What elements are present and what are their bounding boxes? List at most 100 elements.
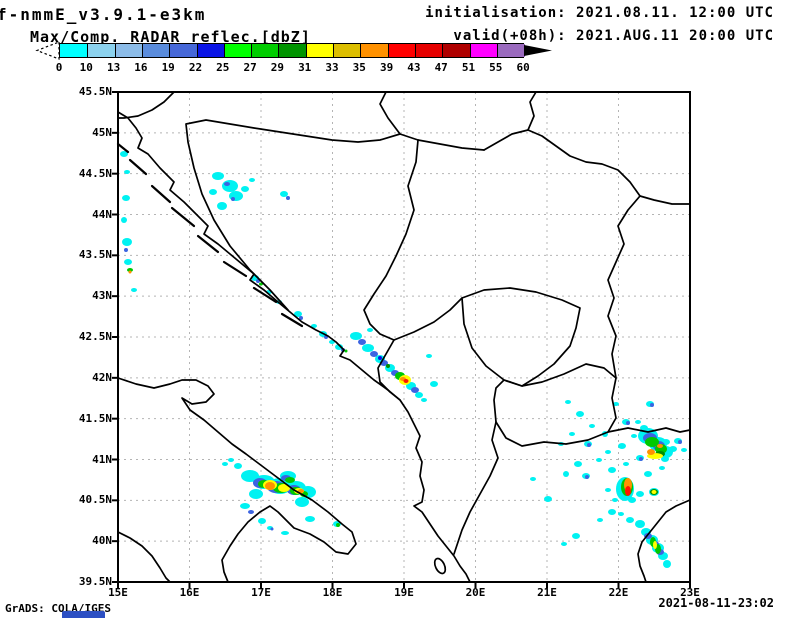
page-title-model: f-nmmE_v3.9.1-e3km bbox=[0, 5, 207, 24]
colorbar-segment bbox=[114, 44, 143, 57]
echo-blob-blue bbox=[650, 403, 654, 407]
echo-blob-blue bbox=[270, 527, 274, 531]
echo-blob-cyan bbox=[241, 186, 249, 192]
colorbar-left-arrow-icon bbox=[35, 41, 60, 60]
colorbar-segment bbox=[196, 44, 225, 57]
echo-blob-cyan bbox=[631, 434, 637, 438]
echo-blob-cyan bbox=[636, 491, 644, 497]
lon-axis-label: 20E bbox=[465, 586, 486, 599]
echo-blob-yellow bbox=[278, 484, 290, 492]
echo-blob-cyan bbox=[661, 456, 669, 462]
echo-blob-cyan bbox=[635, 420, 641, 424]
echo-blob-cyan bbox=[258, 518, 266, 524]
island-sliver bbox=[252, 286, 278, 304]
echo-blob-cyan bbox=[574, 461, 582, 467]
colorbar-segment bbox=[360, 44, 389, 57]
colorbar-segment bbox=[141, 44, 171, 57]
echo-blob-cyan bbox=[597, 518, 603, 522]
island-sliver bbox=[128, 158, 148, 176]
island-sliver bbox=[170, 206, 196, 228]
lat-axis-label: 42N bbox=[92, 370, 112, 384]
colorbar-segment bbox=[387, 44, 416, 57]
echo-blob-orange bbox=[657, 444, 663, 448]
lon-axis-label: 15E bbox=[108, 586, 128, 599]
echo-blob-blue bbox=[358, 339, 366, 345]
echo-blob-cyan bbox=[294, 311, 302, 317]
lon-axis-label: 16E bbox=[179, 586, 200, 599]
echo-blob-cyan bbox=[605, 450, 611, 454]
lat-axis-label: 39.5N bbox=[78, 575, 112, 588]
echo-blob-blue bbox=[411, 387, 419, 393]
colorbar-tick-label: 35 bbox=[352, 61, 366, 74]
corfu-island-outline bbox=[433, 557, 447, 575]
map-canvas bbox=[112, 91, 691, 588]
lat-axis-label: 40N bbox=[92, 534, 112, 548]
echo-blob-cyan bbox=[209, 189, 217, 195]
echo-blob-cyan bbox=[311, 324, 317, 328]
echo-blob-cyan bbox=[608, 467, 616, 473]
colorbar-tick-label: 25 bbox=[216, 61, 230, 74]
colorbar-segment bbox=[496, 44, 526, 57]
lat-axis-label: 44N bbox=[92, 207, 112, 221]
echo-blob-cyan bbox=[124, 259, 132, 265]
lat-axis-label: 45.5N bbox=[78, 85, 112, 98]
echo-blob-blue bbox=[124, 248, 128, 252]
echo-blob-cyan bbox=[430, 381, 438, 387]
echo-blob-cyan bbox=[350, 332, 362, 340]
echo-blob-green bbox=[645, 437, 659, 447]
echo-blob-green bbox=[127, 268, 133, 272]
echo-blob-red bbox=[625, 486, 631, 496]
echo-blob-cyan bbox=[618, 443, 626, 449]
colorbar-right-arrow-icon bbox=[524, 45, 552, 56]
radar-echo-layer bbox=[120, 151, 687, 568]
echo-blob-cyan bbox=[663, 560, 671, 568]
echo-blob-blue bbox=[585, 475, 589, 479]
echo-blob-green bbox=[285, 477, 295, 483]
echo-blob-cyan bbox=[217, 202, 227, 210]
echo-blob-cyan bbox=[628, 497, 636, 503]
lat-axis-label: 42.5N bbox=[78, 330, 112, 343]
echo-blob-dblue bbox=[378, 356, 382, 360]
partial-blue-button[interactable] bbox=[62, 611, 105, 618]
echo-blob-cyan bbox=[612, 498, 618, 502]
echo-blob-cyan bbox=[212, 172, 224, 180]
echo-blob-cyan bbox=[305, 516, 315, 522]
echo-blob-green bbox=[259, 282, 263, 286]
coastline-path bbox=[637, 499, 691, 583]
island-sliver bbox=[150, 184, 172, 204]
border-path bbox=[117, 91, 175, 119]
echo-blob-blue bbox=[626, 421, 630, 425]
border-path bbox=[379, 91, 401, 135]
colorbar-tick-label: 10 bbox=[79, 61, 93, 74]
echo-blob-blue bbox=[639, 457, 643, 461]
echo-blob-cyan bbox=[618, 512, 624, 516]
page-title-product: Max/Comp. RADAR reflec.[dbZ] bbox=[30, 28, 311, 46]
echo-blob-blue bbox=[248, 510, 254, 514]
echo-blob-green bbox=[336, 523, 340, 527]
echo-blob-yellow bbox=[653, 541, 657, 549]
valid-time-label: valid(+08h): 2021.AUG.11 20:00 UTC bbox=[453, 28, 774, 44]
colorbar-segment bbox=[469, 44, 498, 57]
echo-blob-cyan bbox=[249, 489, 263, 499]
lon-axis-label: 21E bbox=[537, 586, 557, 599]
echo-blob-green bbox=[344, 349, 348, 353]
echo-blob-blue bbox=[370, 351, 378, 357]
echo-blob-cyan bbox=[120, 151, 128, 157]
echo-blob-yellow bbox=[651, 490, 657, 494]
coastline-path bbox=[117, 531, 171, 583]
lon-axis-label: 22E bbox=[608, 586, 629, 599]
border-path bbox=[483, 129, 691, 205]
colorbar-segment bbox=[169, 44, 198, 57]
echo-blob-cyan bbox=[122, 238, 132, 246]
colorbar-segment bbox=[60, 44, 88, 57]
border-path bbox=[493, 363, 617, 447]
footer-timestamp: 2021-08-11-23:02 bbox=[658, 596, 774, 610]
colorbar-segment bbox=[305, 44, 334, 57]
echo-blob-cyan bbox=[281, 531, 289, 535]
coastline-path bbox=[117, 111, 471, 583]
map-border-rect bbox=[117, 91, 691, 583]
island-sliver bbox=[196, 234, 220, 254]
lat-axis-label: 45N bbox=[92, 125, 112, 139]
colorbar-tick-label: 16 bbox=[134, 61, 148, 74]
echo-blob-cyan bbox=[228, 458, 234, 462]
